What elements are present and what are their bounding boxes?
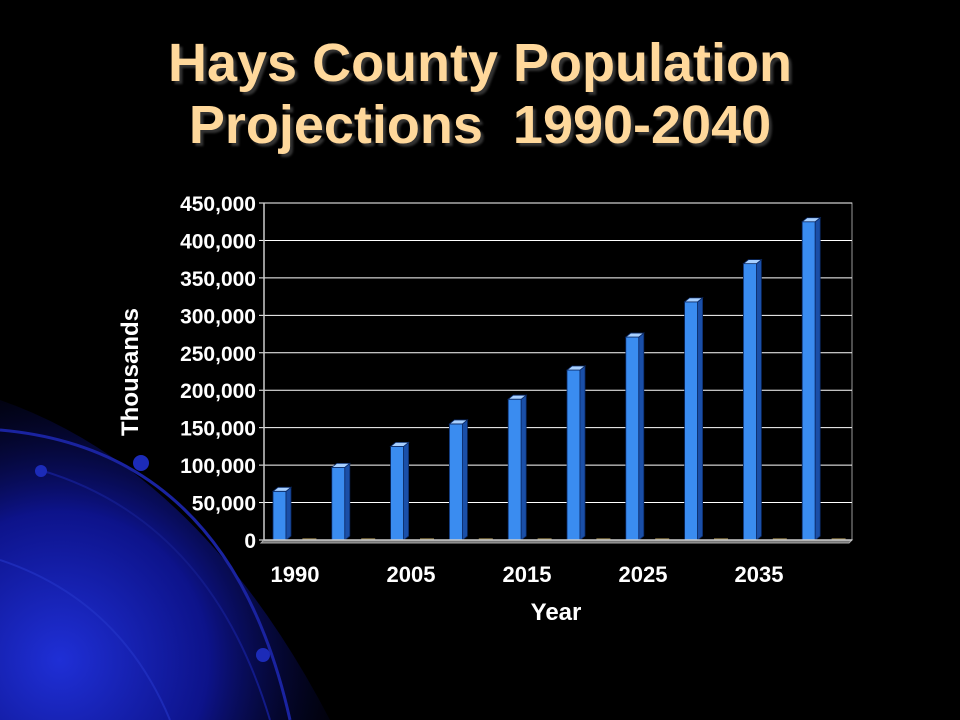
y-tick-label: 150,000 [180,418,256,441]
bar [565,365,611,541]
bar-side [638,332,645,541]
bar [448,419,493,541]
bar-face [566,369,581,541]
bar-side [285,486,292,541]
bar-side [756,258,762,541]
y-tick-label: 400,000 [180,230,256,253]
bar-side [520,394,527,541]
y-tick-label: 200,000 [180,380,256,403]
y-tick-label: 250,000 [180,343,256,366]
x-axis-label: Year [531,599,582,626]
bar [801,216,846,541]
bar-side [344,462,351,541]
bar-top [565,365,587,371]
bar-top [389,441,410,447]
bar [624,332,670,541]
bar-side [579,365,586,541]
bar-top [507,394,528,400]
bar-side [461,419,468,541]
y-tick-label: 100,000 [180,455,256,478]
title-line-2: Projections 1990-2040 [188,95,772,155]
bar-face [448,423,463,541]
y-tick-label: 0 [244,530,256,553]
bar-top [801,217,822,223]
bar [271,486,317,541]
bar [683,297,728,541]
bar-top [330,462,351,468]
y-tick-label: 350,000 [180,268,256,291]
bar-face [272,490,287,541]
x-tick-label: 2005 [387,562,436,587]
bar-face [743,263,757,541]
slide-title: Hays County Population Projections 1990-… [0,32,960,156]
bar-side [697,297,703,541]
x-tick-label: 2015 [503,562,552,587]
bar-face [390,445,405,541]
plot-area [263,202,853,541]
bar-top [448,419,469,425]
gridlines [263,202,853,541]
title-line-1: Hays County Population [167,33,793,93]
bar [330,462,376,541]
y-axis-label: Thousands [117,308,144,436]
y-tick-label: 450,000 [180,193,256,216]
bar [389,441,434,541]
y-tick-label: 50,000 [192,493,256,516]
bar-face [684,301,698,541]
bar [742,258,787,541]
bar-top [742,259,763,265]
x-tick-label: 1990 [271,562,320,587]
bar-face [801,221,816,541]
bar-side [814,216,821,541]
axis-labels: 0 50,000 100,000 150,000 200,000 250,000 300,0… [117,193,783,626]
x-tick-label: 2025 [619,562,668,587]
axes [259,202,854,544]
bar-top [683,297,704,303]
bar-top [271,486,293,492]
y-tick-label: 300,000 [180,305,256,328]
bar-face [507,398,522,541]
bar-side [403,441,410,541]
bar-face [331,466,346,541]
x-tick-label: 2035 [735,562,784,587]
bar-face [625,336,640,541]
bar-top [624,332,645,338]
